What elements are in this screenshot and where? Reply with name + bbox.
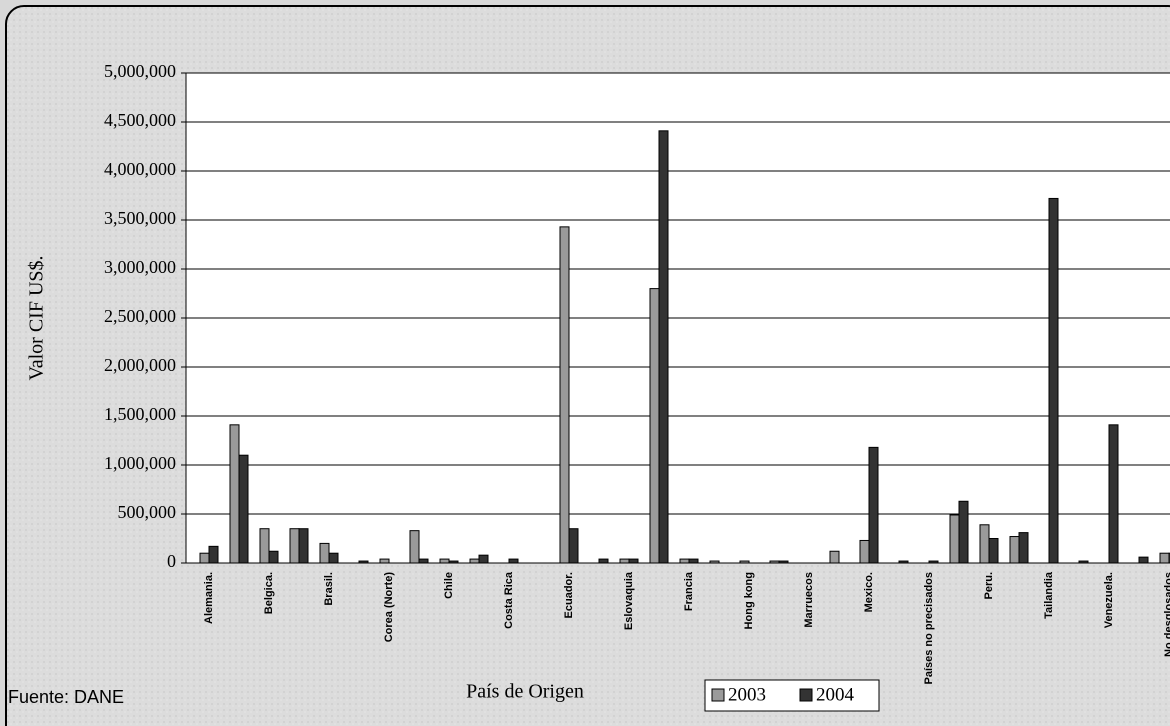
bar <box>1018 532 1029 564</box>
x-tick-label: Marruecos <box>803 572 815 628</box>
y-tick-label: 1,500,000 <box>104 404 176 424</box>
bar <box>358 560 369 564</box>
x-tick-label: Chile <box>443 572 455 599</box>
bar <box>238 454 249 564</box>
bar <box>1048 197 1059 564</box>
x-tick-label: Belgica. <box>263 572 275 614</box>
bar <box>478 554 489 564</box>
bar <box>1138 556 1149 564</box>
bar <box>709 560 720 564</box>
y-tick-label: 500,000 <box>118 502 177 522</box>
legend-label: 2004 <box>816 684 855 705</box>
bar <box>469 558 480 564</box>
y-tick-label: 2,500,000 <box>104 306 176 326</box>
bar <box>199 552 210 564</box>
x-tick-label: Corea (Norte) <box>383 572 395 643</box>
bar <box>298 528 309 564</box>
bar <box>508 558 519 564</box>
y-tick-label: 4,500,000 <box>104 110 176 130</box>
bar <box>628 558 639 564</box>
bar <box>928 560 939 564</box>
x-axis-label: País de Origen <box>466 681 584 703</box>
bar <box>769 560 780 564</box>
x-tick-label: Ecuador. <box>563 572 575 618</box>
bar <box>448 560 459 564</box>
x-tick-label: Brasil. <box>323 572 335 606</box>
legend-swatch <box>799 688 813 702</box>
bar <box>1078 560 1089 564</box>
bar <box>208 545 219 564</box>
bar <box>619 558 630 564</box>
bar <box>679 558 690 564</box>
bar <box>658 130 669 564</box>
bar <box>559 226 570 564</box>
legend <box>704 679 880 712</box>
bar <box>598 558 609 564</box>
x-tick-label: Países no precisados <box>923 572 935 685</box>
bar <box>379 558 390 564</box>
bar <box>898 560 909 564</box>
bar <box>418 558 429 564</box>
y-tick-label: 3,000,000 <box>104 257 176 277</box>
bar <box>1009 536 1020 564</box>
bar <box>1159 552 1170 564</box>
x-tick-label: Tailandia <box>1043 571 1055 619</box>
bar <box>958 500 969 564</box>
bar <box>439 558 450 564</box>
bar <box>568 528 579 564</box>
y-tick-label: 1,000,000 <box>104 453 176 473</box>
bar <box>859 539 870 564</box>
x-tick-label: Venezuela. <box>1103 572 1115 628</box>
bar <box>229 424 240 564</box>
bar <box>328 552 339 564</box>
legend-label: 2003 <box>728 684 766 705</box>
x-tick-label: Alemania. <box>203 572 215 624</box>
x-tick-label: Peru. <box>983 572 995 600</box>
bar <box>1108 424 1119 564</box>
bar <box>409 530 420 564</box>
y-tick-label: 4,000,000 <box>104 159 176 179</box>
legend-swatch <box>711 688 725 702</box>
bar <box>949 514 960 564</box>
bar <box>688 558 699 564</box>
bar <box>868 446 879 564</box>
bar <box>649 288 660 564</box>
y-axis-label: Valor CIF US$. <box>26 255 48 380</box>
bar <box>268 550 279 564</box>
y-tick-label: 2,000,000 <box>104 355 176 375</box>
x-tick-label: Francia <box>683 571 695 611</box>
x-tick-label: Eslovaquia <box>623 571 635 630</box>
bar <box>778 560 789 564</box>
y-tick-label: 3,500,000 <box>104 208 176 228</box>
y-tick-label: 5,000,000 <box>104 61 176 81</box>
bar <box>739 560 750 564</box>
y-tick-label: 0 <box>167 551 176 571</box>
bar <box>979 524 990 564</box>
x-tick-label: Mexico. <box>863 572 875 612</box>
x-tick-label: Hong kong <box>743 572 755 629</box>
bar <box>259 528 270 564</box>
x-tick-label: Costa Rica <box>503 571 515 629</box>
x-tick-label: No desglosados <box>1163 572 1170 657</box>
source-note: Fuente: DANE <box>8 687 124 707</box>
bar <box>829 550 840 564</box>
bar <box>319 542 330 564</box>
bar <box>289 528 300 564</box>
bar <box>988 538 999 564</box>
